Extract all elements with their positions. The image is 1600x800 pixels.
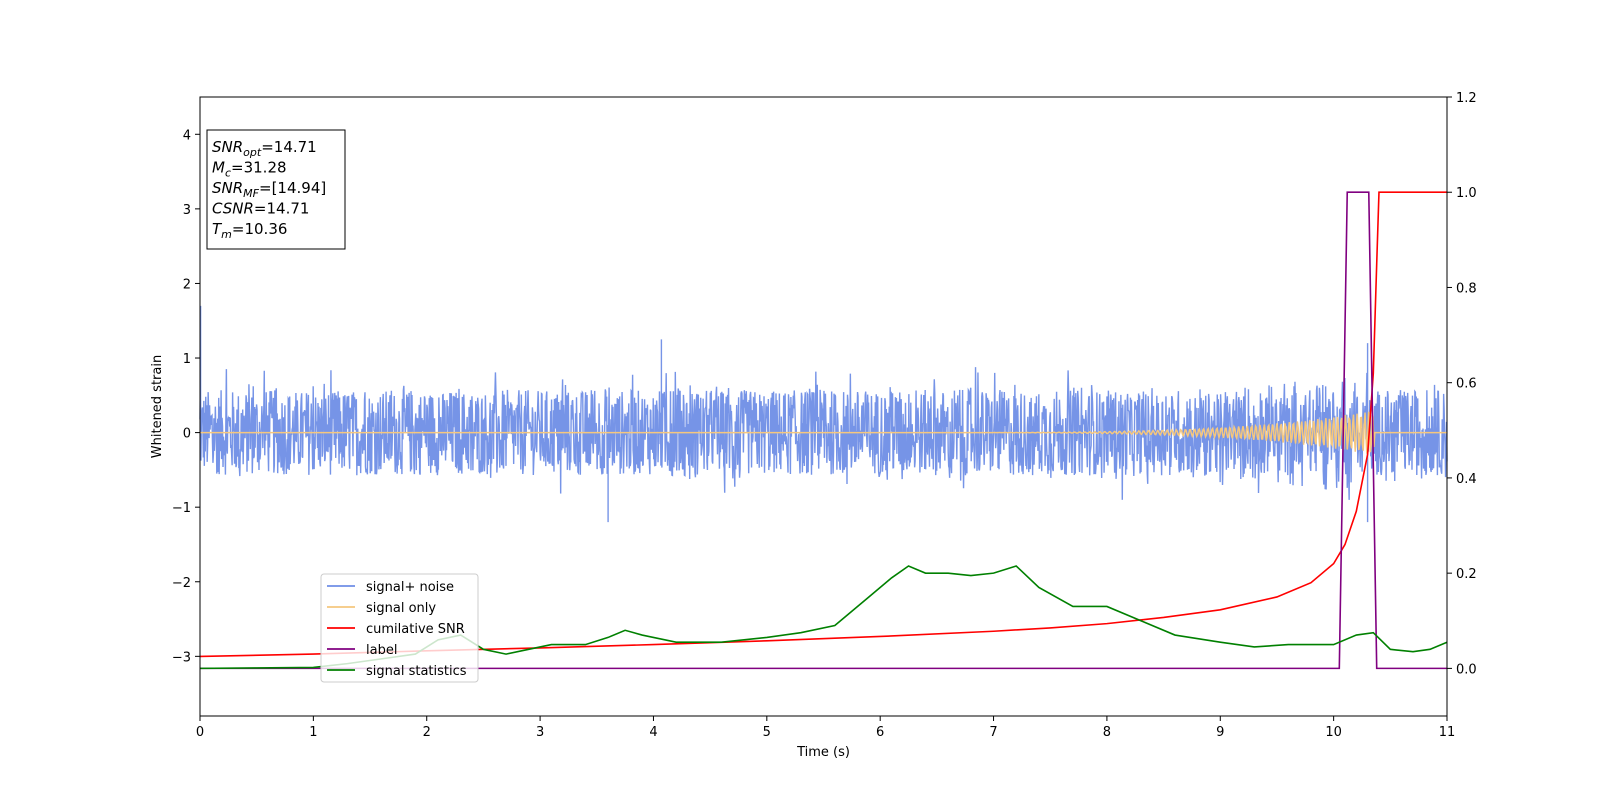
y-tick-label: 3	[183, 203, 191, 218]
info-line: CSNR=14.71	[212, 200, 309, 218]
legend: signal+ noise signal only cumilative SNR la…	[320, 573, 479, 683]
x-tick-label: 10	[1325, 725, 1342, 740]
info-line: Mc=31.28	[212, 159, 287, 180]
y-axis-ticks: −3 −2 −1 0 1 2 3 4	[172, 128, 200, 665]
series-signal-noise	[199, 305, 1448, 523]
info-box: SNRopt=14.71Mc=31.28SNRMF=[14.94]CSNR=14…	[206, 129, 346, 250]
y-tick-label: 1	[183, 352, 191, 367]
y-tick-label: 4	[183, 128, 191, 143]
y-tick-label: 2	[183, 277, 191, 292]
x-axis-label: Time (s)	[796, 745, 850, 760]
legend-label: cumilative SNR	[366, 622, 465, 637]
x-tick-label: 0	[196, 725, 204, 740]
legend-label: signal only	[366, 601, 436, 616]
x-tick-label: 8	[1103, 725, 1111, 740]
x-tick-label: 11	[1439, 725, 1456, 740]
info-box-frame	[206, 129, 346, 250]
plot-frame	[199, 96, 1448, 717]
x-tick-label: 3	[536, 725, 544, 740]
y-tick-label: 0	[183, 427, 191, 442]
series-signal-only	[199, 411, 1447, 454]
y2-tick-label: 1.2	[1456, 91, 1477, 106]
series-label	[200, 191, 1447, 670]
x-tick-label: 4	[649, 725, 657, 740]
y2-tick-label: 1.0	[1456, 186, 1477, 201]
x-axis-ticks: 0 1 2 3 4 5 6 7 8 9 10 11	[196, 716, 1455, 740]
y-tick-label: −1	[172, 501, 191, 516]
x-tick-label: 9	[1216, 725, 1224, 740]
info-line: Tm=10.36	[212, 220, 287, 241]
legend-label: label	[366, 643, 397, 658]
x-tick-label: 1	[309, 725, 317, 740]
legend-frame	[320, 573, 479, 683]
y2-tick-label: 0.6	[1456, 377, 1477, 392]
y2-tick-label: 0.0	[1456, 662, 1477, 677]
y-tick-label: −3	[172, 650, 191, 665]
y-axis-label: Whitened strain	[150, 355, 165, 458]
x-tick-label: 6	[876, 725, 884, 740]
y2-tick-label: 0.4	[1456, 472, 1477, 487]
info-line: SNRopt=14.71	[212, 138, 317, 159]
y2-tick-label: 0.2	[1456, 567, 1477, 582]
x-tick-label: 7	[989, 725, 997, 740]
noise-series-layer	[199, 305, 1448, 523]
x-tick-label: 5	[763, 725, 771, 740]
legend-label: signal statistics	[366, 664, 467, 679]
series-cumulative-snr	[199, 191, 1447, 658]
legend-label: signal+ noise	[366, 580, 454, 595]
info-line: SNRMF=[14.94]	[212, 179, 326, 200]
y-tick-label: −2	[172, 576, 191, 591]
x-tick-label: 2	[423, 725, 431, 740]
y2-axis-ticks: 0.0 0.2 0.4 0.6 0.8 1.0 1.2	[1447, 91, 1477, 677]
y2-tick-label: 0.8	[1456, 281, 1477, 296]
